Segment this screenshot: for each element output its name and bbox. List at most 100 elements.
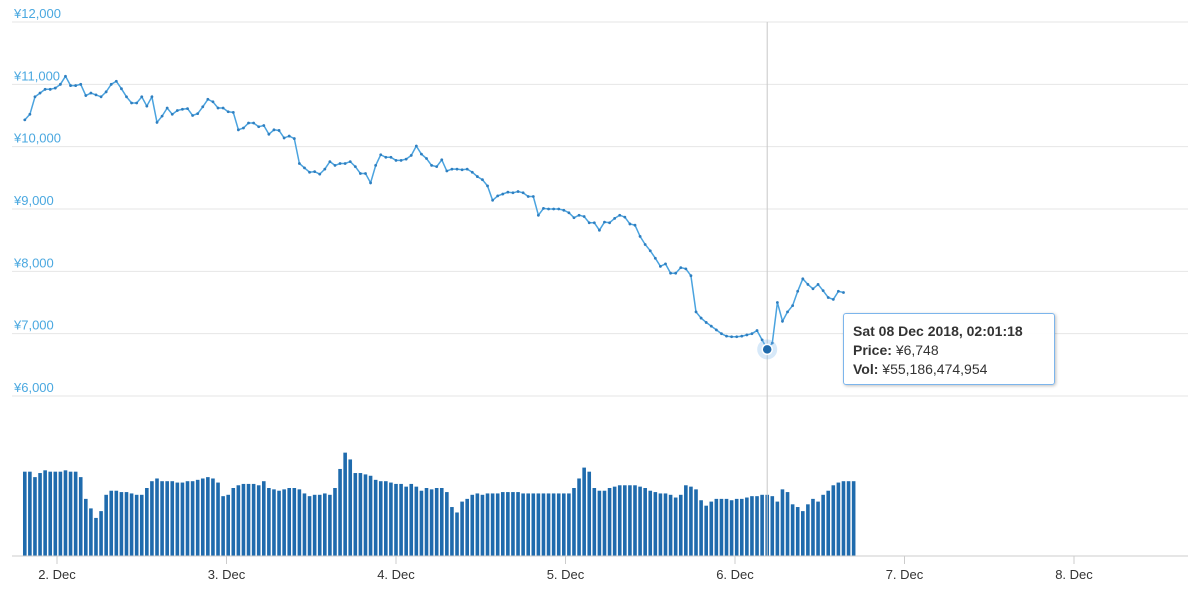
volume-bar (475, 493, 480, 556)
volume-bar (663, 493, 668, 556)
volume-bar (445, 492, 449, 556)
price-point (120, 87, 123, 91)
tooltip-vol-label: Vol: (853, 361, 879, 377)
price-point (740, 334, 744, 338)
price-tick-label: ¥6,000 (13, 380, 54, 395)
price-point (796, 289, 800, 293)
volume-bar (460, 501, 464, 556)
volume-bar (134, 494, 139, 556)
date-tick-label: 2. Dec (38, 567, 76, 582)
price-point (486, 184, 489, 188)
volume-bar (272, 489, 276, 556)
volume-bar (785, 492, 790, 556)
volume-bar (378, 481, 383, 556)
price-point (582, 215, 586, 218)
price-point (104, 90, 108, 94)
price-tick-label: ¥12,000 (13, 6, 61, 21)
price-point (43, 87, 47, 91)
price-point (211, 100, 215, 104)
price-point (394, 158, 398, 162)
price-point (79, 82, 83, 86)
price-point (491, 198, 495, 202)
price-point (801, 277, 805, 281)
volume-bar (373, 479, 378, 556)
price-point (501, 192, 505, 196)
tooltip-vol-value: ¥55,186,474,954 (882, 361, 988, 377)
price-point (404, 157, 408, 161)
volume-bar (78, 477, 83, 556)
volume-bar (531, 493, 536, 556)
price-point (470, 170, 474, 174)
price-point (399, 158, 403, 162)
volume-bar (216, 482, 220, 556)
volume-bar (363, 474, 368, 556)
volume-bar (292, 488, 297, 556)
price-point (369, 181, 372, 185)
volume-bar (623, 485, 627, 556)
volume-bar (826, 490, 831, 556)
price-point (64, 74, 67, 78)
volume-bar (485, 493, 490, 556)
volume-bar (536, 493, 541, 556)
price-point (730, 335, 734, 339)
volume-bar (267, 488, 271, 556)
price-point (297, 162, 301, 165)
price-point (714, 328, 718, 332)
volume-bar (231, 488, 236, 556)
volume-bar (511, 492, 515, 556)
volume-bar (582, 467, 586, 556)
volume-bar (668, 494, 673, 556)
volume-bar (816, 501, 820, 556)
price-point (674, 271, 678, 275)
volume-bar (302, 493, 307, 556)
price-point (445, 169, 449, 173)
price-point (272, 128, 276, 132)
volume-bar (500, 492, 505, 556)
price-point (821, 289, 825, 293)
price-point (516, 190, 520, 193)
volume-bar (58, 471, 63, 556)
volume-bar (729, 500, 734, 556)
volume-bar (455, 512, 459, 556)
price-point (689, 274, 693, 278)
volume-bar (211, 478, 215, 556)
volume-bar (541, 493, 546, 556)
price-point (125, 95, 128, 99)
volume-bar (150, 481, 154, 556)
price-point (542, 206, 545, 210)
price-point (308, 170, 311, 174)
price-point (435, 165, 439, 169)
price-point (506, 190, 510, 194)
volume-bar (200, 478, 205, 556)
price-axis-labels: ¥6,000 ¥7,000 ¥8,000 ¥9,000 ¥10,000 ¥11,000 ¥1… (13, 6, 61, 395)
price-point (114, 79, 118, 83)
price-point (679, 266, 683, 269)
price-point (379, 153, 383, 157)
price-point (811, 287, 815, 291)
price-point (704, 321, 708, 324)
price-point (84, 94, 88, 97)
volume-bar (465, 498, 469, 556)
volume-bar (450, 507, 454, 556)
volume-bar (358, 473, 363, 556)
price-point (552, 207, 556, 211)
volume-bar (226, 494, 230, 556)
price-point (465, 167, 469, 171)
price-point (135, 101, 139, 105)
price-point (267, 132, 271, 136)
volume-bar (831, 485, 836, 556)
volume-bar (546, 493, 551, 556)
price-point (709, 324, 713, 328)
volume-bar (836, 482, 841, 556)
price-tick-label: ¥8,000 (13, 255, 54, 270)
volume-bar (84, 498, 88, 556)
price-point (826, 296, 830, 299)
price-point (292, 137, 296, 140)
price-point (33, 95, 37, 99)
price-tick-label: ¥11,000 (13, 68, 60, 83)
price-point (633, 223, 637, 227)
price-point (531, 195, 535, 198)
volume-bar (394, 483, 398, 556)
price-point (420, 152, 423, 156)
